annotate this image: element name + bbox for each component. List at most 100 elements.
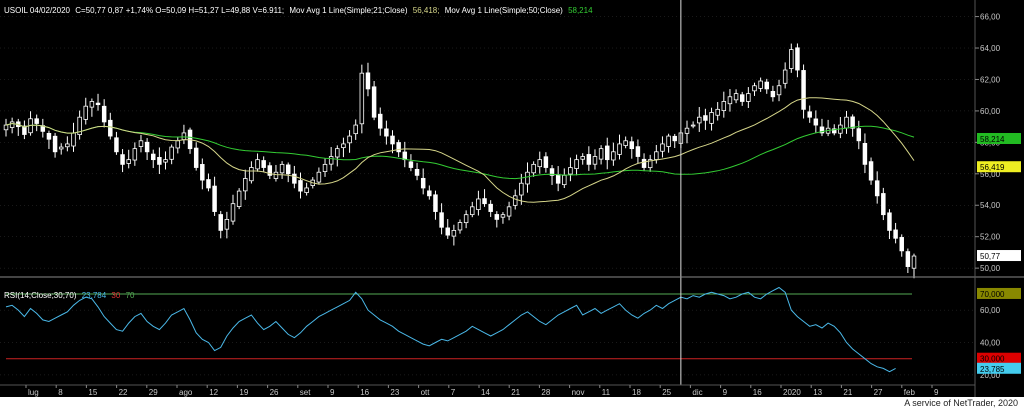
candle-down xyxy=(445,227,450,236)
candle-up xyxy=(89,101,95,108)
candle-up xyxy=(519,182,524,196)
candle-down xyxy=(893,229,898,239)
candle-up xyxy=(230,203,236,222)
candle-up xyxy=(789,49,794,69)
candle-down xyxy=(193,147,199,168)
candle-up xyxy=(58,146,64,150)
x-tick-label: ago xyxy=(179,388,193,397)
x-tick-label: 15 xyxy=(88,388,97,397)
candle-up xyxy=(525,171,530,185)
x-tick-label: dic xyxy=(692,388,702,397)
x-tick-label: 8 xyxy=(58,388,63,397)
candle-down xyxy=(433,194,438,212)
candle-up xyxy=(531,163,536,174)
price-header-ma21-label: Mov Avg 1 Line(Simple;21;Close) xyxy=(289,6,407,15)
candle-up xyxy=(138,140,144,147)
candle-down xyxy=(212,185,217,212)
candle-down xyxy=(101,105,107,123)
candle-up xyxy=(537,159,542,168)
rsi-header-high: 70 xyxy=(126,291,135,300)
x-tick-label: feb xyxy=(904,388,916,397)
trading-chart[interactable]: 50,0052,0054,0056,0058,0060,0062,0064,00… xyxy=(0,0,1024,397)
tag-close-bg xyxy=(977,250,1021,262)
x-tick-label: 9 xyxy=(934,388,939,397)
price-tick-label: 66,00 xyxy=(980,13,1001,22)
candle-up xyxy=(746,93,751,102)
candle-down xyxy=(408,161,414,168)
candle-down xyxy=(703,115,708,121)
footer-bar: A service of NetTrader, 2020 xyxy=(0,397,1024,411)
candle-up xyxy=(721,101,727,112)
rsi-header-low: 30 xyxy=(111,291,120,300)
tag-ma21: 56,419 xyxy=(980,163,1005,172)
rsi-line xyxy=(5,286,896,373)
candle-up xyxy=(611,151,616,161)
candle-down xyxy=(261,160,266,168)
candle-up xyxy=(163,159,168,163)
price-tick-label: 54,00 xyxy=(980,201,1001,210)
footer-credit: A service of NetTrader, 2020 xyxy=(904,398,1018,408)
candle-down xyxy=(144,141,150,153)
candle-up xyxy=(273,171,279,179)
ma50-line xyxy=(5,122,915,180)
x-tick-label: 11 xyxy=(602,388,611,397)
candle-up xyxy=(580,156,585,160)
candle-down xyxy=(555,174,561,184)
price-tick-label: 52,00 xyxy=(980,233,1001,242)
x-tick-label: 16 xyxy=(360,388,369,397)
candle-up xyxy=(660,143,665,152)
rsi-tick-label: 20,00 xyxy=(980,371,1001,380)
x-tick-label: 27 xyxy=(874,388,883,397)
candle-down xyxy=(292,173,297,184)
candle-down xyxy=(629,141,635,150)
candle-up xyxy=(647,159,653,169)
candle-down xyxy=(420,177,426,189)
candle-up xyxy=(617,143,622,155)
price-header-ma50-value: 58,214 xyxy=(568,6,593,15)
rsi-header: RSI(14;Close;30;70) 23,784 30 70 xyxy=(4,291,135,300)
candle-down xyxy=(298,180,303,192)
candle-down xyxy=(200,164,205,181)
candle-up xyxy=(322,163,328,172)
x-tick-label: 9 xyxy=(723,388,728,397)
candle-up xyxy=(3,124,9,131)
chart-background xyxy=(0,0,1024,397)
candle-up xyxy=(911,255,917,269)
candle-down xyxy=(488,203,493,212)
price-header-ma50-label: Mov Avg 1 Line(Simple;50;Close) xyxy=(445,6,563,15)
candle-up xyxy=(592,156,598,165)
candle-down xyxy=(672,135,677,142)
candle-down xyxy=(390,135,395,145)
candle-down xyxy=(813,118,819,126)
rsi-y-axis: 20,00 40,00 60,00 xyxy=(980,306,1001,380)
candle-down xyxy=(586,154,592,165)
rsi-tick-label: 40,00 xyxy=(980,339,1001,348)
rsi-header-label: RSI(14;Close;30;70) xyxy=(4,291,77,300)
x-tick-label: 13 xyxy=(813,388,822,397)
candle-up xyxy=(598,148,604,160)
rsi-header-value: 23,784 xyxy=(82,291,107,300)
rsi-tick-label: 60,00 xyxy=(980,306,1001,315)
candle-down xyxy=(402,151,408,161)
candle-down xyxy=(739,94,745,102)
candle-up xyxy=(359,72,365,125)
candle-up xyxy=(457,222,463,231)
candle-down xyxy=(414,169,420,176)
candle-up xyxy=(236,190,242,207)
candle-down xyxy=(95,102,101,106)
candle-down xyxy=(850,116,855,129)
price-header: USOIL 04/02/2020 C=50,77 0,87 +1,74% O=5… xyxy=(4,6,593,15)
candle-up xyxy=(512,195,518,206)
tag-rsi-threshold-bg xyxy=(977,287,1021,299)
tag-ma50: 58,214 xyxy=(980,135,1005,144)
x-tick-label: lug xyxy=(28,388,39,397)
candle-down xyxy=(605,145,610,161)
candle-up xyxy=(654,151,659,160)
tag-close: 50,77 xyxy=(980,252,1001,261)
candle-up xyxy=(347,135,352,144)
candle-down xyxy=(482,198,487,205)
x-tick-label: 12 xyxy=(209,388,218,397)
candle-down xyxy=(439,212,444,228)
candle-up xyxy=(506,206,512,217)
candle-down xyxy=(427,190,432,197)
